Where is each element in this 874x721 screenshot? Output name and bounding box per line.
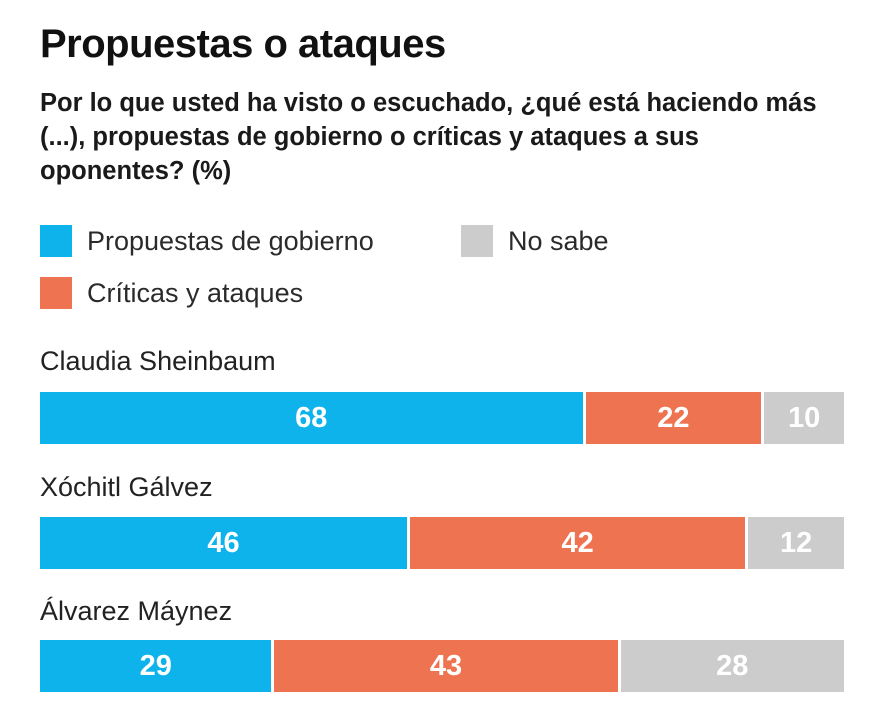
- bar-galvez-criticas: 42: [410, 517, 746, 569]
- data-label-sheinbaum-no-sabe: 10: [787, 401, 821, 434]
- legend-label-criticas: Críticas y ataques: [87, 277, 304, 308]
- candidate-label-maynez: Álvarez Máynez: [40, 596, 233, 626]
- data-label-maynez-no-sabe: 28: [716, 649, 749, 682]
- bar-sheinbaum-no-sabe: 10: [764, 392, 844, 444]
- bar-maynez-no-sabe: 28: [620, 640, 844, 692]
- legend-item-no-sabe: No sabe: [461, 225, 609, 257]
- legend-swatch-no-sabe: [461, 225, 493, 257]
- bar-sheinbaum-criticas: 22: [585, 392, 762, 444]
- candidate-label-sheinbaum: Claudia Sheinbaum: [40, 346, 276, 376]
- bar-sheinbaum-propuestas: 68: [40, 392, 583, 444]
- bar-row-sheinbaum: 68 22 10: [40, 392, 844, 444]
- legend-label-no-sabe: No sabe: [508, 225, 609, 256]
- legend-swatch-propuestas: [40, 225, 72, 257]
- data-label-galvez-propuestas: 46: [207, 526, 240, 559]
- candidate-label-galvez: Xóchitl Gálvez: [40, 472, 213, 502]
- data-label-maynez-propuestas: 29: [139, 649, 172, 682]
- data-label-galvez-no-sabe: 12: [779, 526, 813, 559]
- legend-label-propuestas: Propuestas de gobierno: [87, 225, 374, 256]
- bar-galvez-no-sabe: 12: [748, 517, 844, 569]
- data-label-galvez-criticas: 42: [561, 526, 594, 559]
- bar-row-maynez: 29 43 28: [40, 640, 844, 692]
- bar-maynez-propuestas: 29: [40, 640, 272, 692]
- chart-title: Propuestas o ataques: [40, 22, 446, 66]
- bar-galvez-propuestas: 46: [40, 517, 408, 569]
- legend-swatch-criticas: [40, 277, 72, 309]
- chart-subtitle: Por lo que usted ha visto o escuchado, ¿…: [40, 89, 817, 185]
- data-label-maynez-criticas: 43: [429, 649, 463, 682]
- legend-item-propuestas: Propuestas de gobierno: [40, 225, 374, 257]
- data-label-sheinbaum-criticas: 22: [657, 401, 690, 434]
- bar-maynez-criticas: 43: [274, 640, 618, 692]
- legend-item-criticas: Críticas y ataques: [40, 277, 303, 309]
- data-label-sheinbaum-propuestas: 68: [295, 401, 328, 434]
- bar-row-galvez: 46 42 12: [40, 517, 844, 569]
